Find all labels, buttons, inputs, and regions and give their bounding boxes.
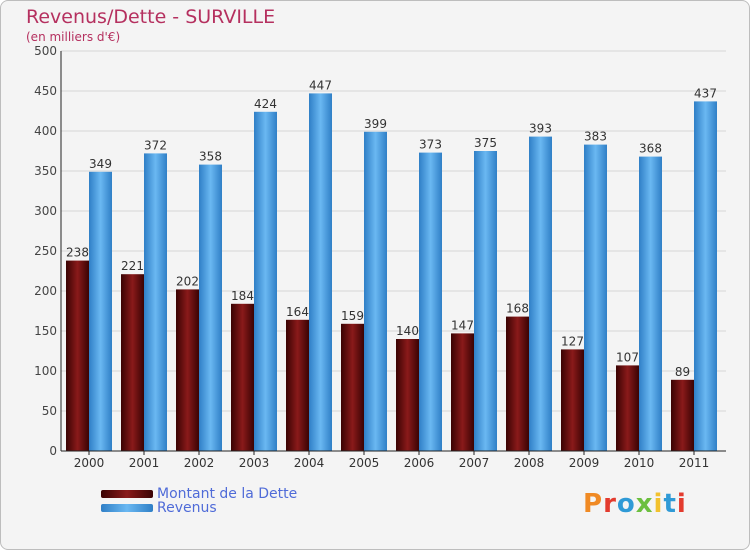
data-label: 368 [639, 142, 662, 156]
data-label: 238 [66, 246, 89, 260]
bar-revenue [89, 171, 112, 452]
bar-revenue [309, 93, 332, 452]
y-tick-label: 150 [34, 324, 57, 338]
bar-debt [341, 323, 364, 451]
x-tick-label: 2001 [129, 456, 160, 470]
y-tick-label: 50 [42, 404, 57, 418]
y-tick-label: 400 [34, 124, 57, 138]
bar-debt [451, 333, 474, 451]
data-label: 424 [254, 97, 277, 111]
bar-debt [66, 260, 89, 451]
logo-letter: o [616, 489, 636, 519]
bar-debt [231, 303, 254, 451]
data-label: 202 [176, 274, 199, 288]
logo-letter: r [603, 489, 617, 519]
chart-legend: Montant de la Dette Revenus [101, 486, 298, 516]
x-tick-label: 2006 [404, 456, 435, 470]
x-tick-label: 2009 [569, 456, 600, 470]
data-label: 372 [144, 138, 167, 152]
data-label: 393 [529, 122, 552, 136]
bar-debt [396, 339, 419, 451]
data-label: 399 [364, 117, 387, 131]
bar-revenue [694, 101, 717, 452]
bar-revenue [584, 144, 607, 451]
bar-debt [286, 319, 309, 451]
logo-letter: t [663, 489, 677, 519]
data-label: 373 [419, 138, 442, 152]
bar-revenue [639, 156, 662, 451]
logo-letter: i [676, 489, 687, 519]
data-label: 159 [341, 309, 364, 323]
bar-debt [616, 365, 639, 451]
data-label: 437 [694, 86, 717, 100]
legend-item-revenue: Revenus [101, 500, 297, 516]
bar-debt [176, 289, 199, 451]
y-tick-label: 100 [34, 364, 57, 378]
legend-item-debt: Montant de la Dette [101, 486, 298, 502]
legend-label-revenue: Revenus [157, 500, 217, 516]
legend-swatch-revenue [101, 504, 153, 512]
y-tick-label: 300 [34, 204, 57, 218]
proxiti-logo: Proxiti [583, 489, 687, 519]
x-tick-label: 2008 [514, 456, 545, 470]
data-label: 358 [199, 150, 222, 164]
x-tick-label: 2004 [294, 456, 325, 470]
bar-revenue [419, 152, 442, 451]
bar-debt [121, 274, 144, 451]
x-tick-label: 2003 [239, 456, 270, 470]
bar-revenue [144, 153, 167, 451]
bar-revenue [254, 111, 277, 452]
x-tick-label: 2011 [679, 456, 710, 470]
data-label: 168 [506, 302, 529, 316]
data-label: 164 [286, 305, 309, 319]
data-label: 375 [474, 136, 497, 150]
data-label: 184 [231, 289, 254, 303]
bar-debt [506, 316, 529, 451]
x-tick-label: 2002 [184, 456, 215, 470]
data-label: 383 [584, 130, 607, 144]
x-tick-label: 2007 [459, 456, 490, 470]
y-tick-label: 250 [34, 244, 57, 258]
logo-letter: P [583, 489, 604, 519]
logo-letter: i [653, 489, 664, 519]
y-tick-label: 450 [34, 84, 57, 98]
legend-swatch-debt [101, 490, 153, 498]
data-label: 147 [451, 318, 474, 332]
chart-title: Revenus/Dette - SURVILLE [26, 6, 276, 28]
x-tick-label: 2000 [74, 456, 105, 470]
bar-debt [561, 349, 584, 451]
chart-subtitle: (en milliers d'€) [26, 30, 121, 44]
legend-label-debt: Montant de la Dette [157, 486, 298, 502]
bar-debt [671, 379, 694, 451]
data-label: 447 [309, 78, 332, 92]
y-tick-label: 0 [49, 444, 57, 458]
data-label: 221 [121, 259, 144, 273]
data-label: 349 [89, 157, 112, 171]
bar-revenue [199, 164, 222, 451]
y-tick-label: 500 [34, 44, 57, 58]
bar-revenue [364, 131, 387, 452]
data-label: 89 [675, 365, 690, 379]
data-label: 107 [616, 350, 639, 364]
y-tick-label: 200 [34, 284, 57, 298]
x-tick-label: 2010 [624, 456, 655, 470]
x-tick-label: 2005 [349, 456, 380, 470]
bar-revenue [474, 151, 497, 451]
logo-letter: x [635, 489, 654, 519]
bar-revenue [529, 136, 552, 451]
y-tick-label: 350 [34, 164, 57, 178]
data-label: 127 [561, 334, 584, 348]
data-label: 140 [396, 324, 419, 338]
